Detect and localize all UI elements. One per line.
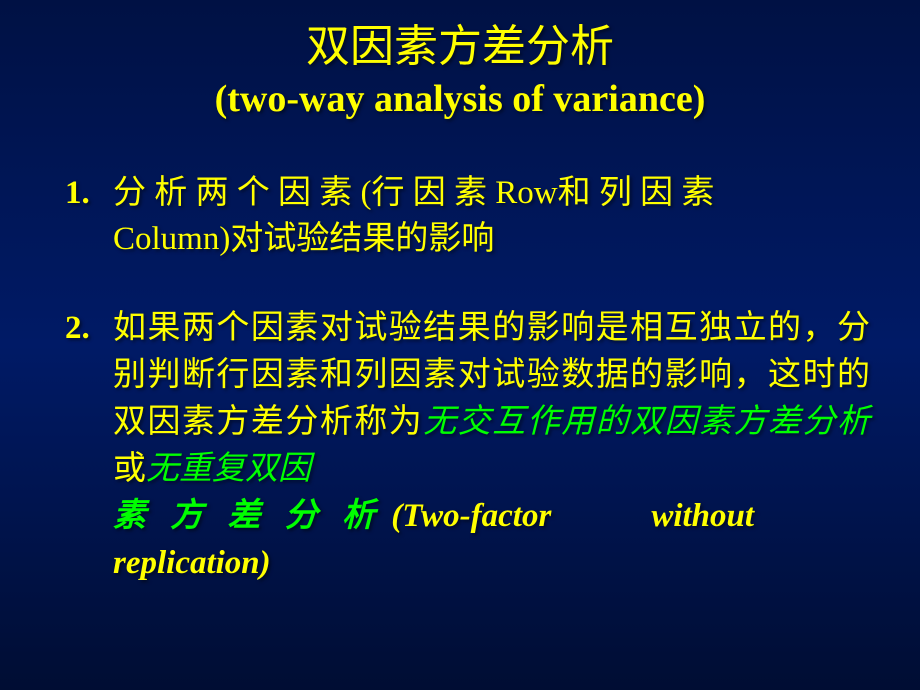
list-item-2: 2. 如果两个因素对试验结果的影响是相互独立的，分别判断行因素和列因素对试验数据… (65, 305, 870, 586)
list-text-1: 分 析 两 个 因 素 (行 因 素 Row和 列 因 素 Column)对试验… (113, 170, 870, 264)
content-list: 1. 分 析 两 个 因 素 (行 因 素 Row和 列 因 素 Column)… (50, 170, 870, 587)
title-english: (two-way analysis of variance) (50, 75, 870, 124)
list-text-2: 如果两个因素对试验结果的影响是相互独立的，分别判断行因素和列因素对试验数据的影响… (113, 305, 870, 586)
item2-part2b: without (651, 498, 754, 534)
item1-line1: 分 析 两 个 因 素 (行 因 素 Row和 列 因 素 (113, 175, 714, 211)
item2-part3: replication) (113, 545, 271, 581)
item2-highlight2b: 素 方 差 分 析 (113, 498, 383, 534)
list-number-2: 2. (65, 305, 113, 586)
item2-part2a: (Two-factor (383, 498, 551, 534)
item1-line2: Column)对试验结果的影响 (113, 221, 494, 257)
title-chinese: 双因素方差分析 (50, 18, 870, 75)
item2-highlight1: 无交互作用的双因素方差分析 (423, 404, 870, 440)
list-number-1: 1. (65, 170, 113, 264)
item2-highlight2a: 无重复双因 (146, 451, 311, 487)
list-item-1: 1. 分 析 两 个 因 素 (行 因 素 Row和 列 因 素 Column)… (65, 170, 870, 264)
item2-mid: 或 (113, 451, 146, 487)
title-block: 双因素方差分析 (two-way analysis of variance) (50, 18, 870, 125)
